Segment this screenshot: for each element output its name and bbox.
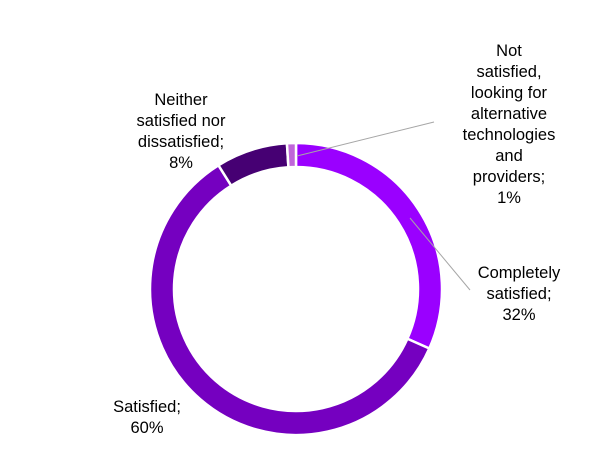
data-label-line: satisfied; xyxy=(486,285,551,303)
data-label-completely-satisfied: Completely satisfied; 32% xyxy=(478,264,561,324)
data-label-line: providers; xyxy=(473,168,545,186)
leader-lines-layer xyxy=(296,121,471,291)
data-label-line: 8% xyxy=(169,154,193,172)
data-label-line: alternative xyxy=(471,105,547,123)
leader-line-not-satisfied xyxy=(296,121,435,157)
data-label-line: satisfied, xyxy=(476,63,541,81)
data-label-line: 60% xyxy=(130,419,163,437)
slices-layer xyxy=(148,141,444,437)
labels-layer: Completely satisfied; 32% Satisfied; 60% Neit… xyxy=(113,42,561,437)
data-label-line: technologies xyxy=(463,126,556,144)
data-label-line: and xyxy=(495,147,523,165)
data-label-line: Neither xyxy=(154,91,208,109)
data-label-neither: Neither satisfied nor dissatisfied; 8% xyxy=(137,91,226,172)
data-label-line: 32% xyxy=(502,306,535,324)
data-label-line: Not xyxy=(496,42,522,60)
data-label-not-satisfied: Not satisfied, looking for alternative techn… xyxy=(463,42,556,207)
data-label-line: dissatisfied; xyxy=(138,133,224,151)
data-label-line: Satisfied; xyxy=(113,398,181,416)
slice-neither xyxy=(216,141,290,188)
slice-not-satisfied xyxy=(285,141,298,169)
slice-satisfied xyxy=(148,163,431,437)
leader-line-completely-satisfied xyxy=(409,217,471,291)
data-label-line: Completely xyxy=(478,264,561,282)
data-label-line: 1% xyxy=(497,189,521,207)
slice-completely-satisfied xyxy=(294,141,444,351)
data-label-line: satisfied nor xyxy=(137,112,226,130)
data-label-satisfied: Satisfied; 60% xyxy=(113,398,181,437)
data-label-line: looking for xyxy=(471,84,548,102)
